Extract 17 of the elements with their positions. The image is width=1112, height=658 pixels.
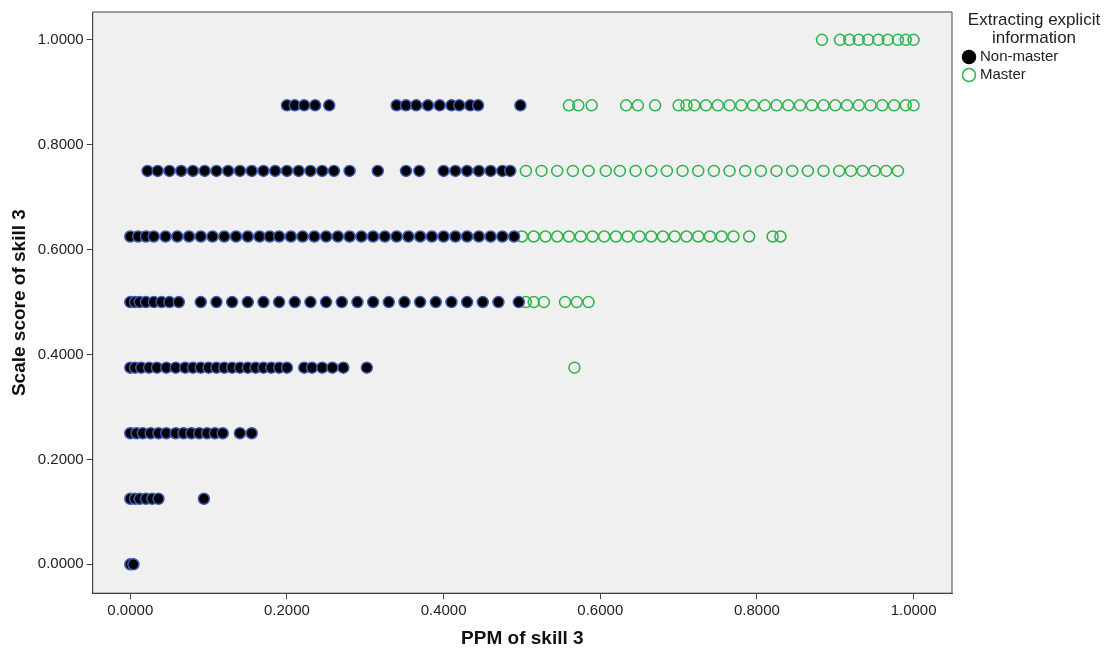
x-tick-label: 1.0000	[890, 601, 937, 619]
y-tick-label: 0.4000	[37, 344, 84, 362]
y-tick-label: 0.0000	[37, 554, 84, 572]
legend-label: Non-master	[980, 47, 1059, 65]
x-tick-label: 0.0000	[107, 601, 154, 619]
y-tick-label: 0.2000	[37, 449, 84, 467]
x-tick-label: 0.8000	[734, 601, 780, 619]
legend-label: Master	[980, 65, 1026, 83]
y-tick-label: 1.0000	[37, 29, 84, 47]
legend-title: Extracting explicit information	[967, 10, 1101, 48]
x-axis-title: PPM of skill 3	[461, 626, 584, 648]
y-axis-title: Scale score of skill 3	[7, 209, 29, 397]
x-tick-label: 0.2000	[264, 601, 310, 619]
y-tick-label: 0.8000	[37, 134, 84, 152]
x-tick-label: 0.6000	[577, 601, 624, 619]
y-tick-label: 0.6000	[37, 239, 84, 257]
x-tick-label: 0.4000	[420, 601, 467, 619]
